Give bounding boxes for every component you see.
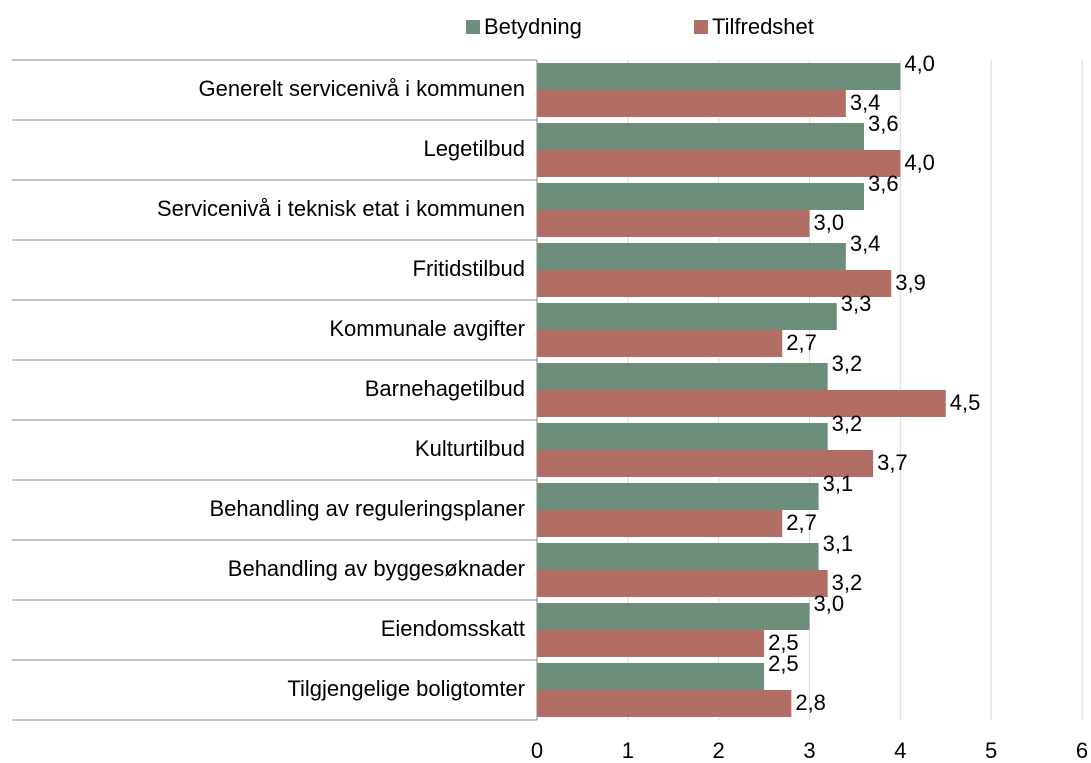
bar: [537, 390, 946, 417]
value-label: 3,6: [868, 171, 899, 196]
y-tick-label: Servicenivå i teknisk etat i kommunen: [157, 196, 525, 221]
y-tick-label: Legetilbud: [423, 136, 525, 161]
x-tick-label: 5: [985, 738, 997, 763]
value-label: 2,5: [768, 630, 799, 655]
legend-label: Betydning: [484, 14, 582, 39]
value-label: 3,2: [832, 411, 863, 436]
bar: [537, 570, 828, 597]
value-label: 3,0: [814, 210, 845, 235]
legend-swatch: [694, 20, 708, 34]
y-tick-label: Fritidstilbud: [413, 256, 525, 281]
bar: [537, 270, 892, 297]
value-label: 3,9: [895, 270, 926, 295]
bar: [537, 183, 864, 210]
x-tick-label: 4: [894, 738, 906, 763]
bar: [537, 450, 874, 477]
value-label: 4,0: [904, 51, 935, 76]
y-tick-label: Barnehagetilbud: [365, 376, 525, 401]
bar: [537, 303, 837, 330]
y-tick-label: Behandling av reguleringsplaner: [209, 496, 525, 521]
legend-label: Tilfredshet: [712, 14, 814, 39]
value-label: 2,7: [786, 510, 817, 535]
value-label: 4,5: [950, 390, 981, 415]
bar: [537, 690, 792, 717]
x-tick-label: 1: [622, 738, 634, 763]
y-tick-label: Kulturtilbud: [415, 436, 525, 461]
value-label: 3,6: [868, 111, 899, 136]
legend-swatch: [466, 20, 480, 34]
bar: [537, 483, 819, 510]
value-label: 3,2: [832, 570, 863, 595]
y-tick-label: Tilgjengelige boligtomter: [287, 676, 525, 701]
y-tick-label: Eiendomsskatt: [381, 616, 525, 641]
bar: [537, 423, 828, 450]
bar: [537, 510, 783, 537]
bar: [537, 603, 810, 630]
value-label: 3,0: [814, 591, 845, 616]
bar: [537, 150, 901, 177]
value-label: 4,0: [904, 150, 935, 175]
bar: [537, 210, 810, 237]
bar: [537, 330, 783, 357]
bar: [537, 243, 846, 270]
bar: [537, 63, 901, 90]
value-label: 3,1: [823, 471, 854, 496]
bar: [537, 363, 828, 390]
x-tick-label: 2: [713, 738, 725, 763]
x-tick-label: 6: [1076, 738, 1088, 763]
value-label: 3,4: [850, 231, 881, 256]
y-tick-label: Behandling av byggesøknader: [228, 556, 525, 581]
value-label: 2,8: [795, 690, 826, 715]
bar: [537, 123, 864, 150]
value-label: 3,4: [850, 90, 881, 115]
value-label: 3,3: [841, 291, 872, 316]
value-label: 3,7: [877, 450, 908, 475]
y-tick-label: Generelt servicenivå i kommunen: [199, 76, 525, 101]
x-tick-label: 3: [803, 738, 815, 763]
value-label: 2,5: [768, 651, 799, 676]
value-label: 2,7: [786, 330, 817, 355]
bar: [537, 663, 765, 690]
bar: [537, 90, 846, 117]
x-tick-label: 0: [531, 738, 543, 763]
value-label: 3,2: [832, 351, 863, 376]
bar: [537, 630, 765, 657]
bar: [537, 543, 819, 570]
y-tick-label: Kommunale avgifter: [329, 316, 525, 341]
value-label: 3,1: [823, 531, 854, 556]
